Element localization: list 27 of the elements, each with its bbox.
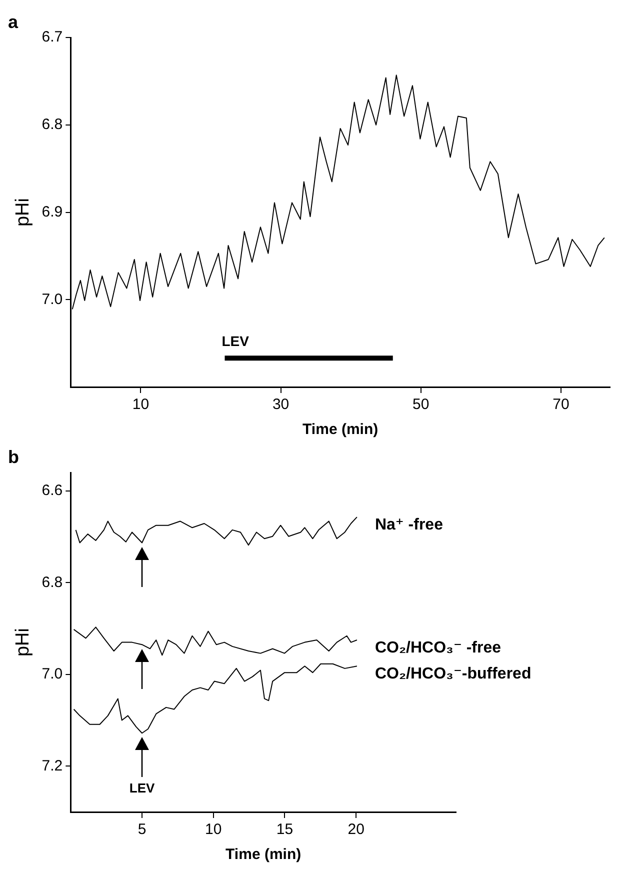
series-label: CO₂/HCO₃⁻ -free — [374, 639, 502, 656]
x-tick-label: 5 — [138, 821, 146, 838]
y-tick-label: 6.8 — [42, 116, 63, 134]
annotation: LEV — [129, 780, 155, 796]
x-tick-label: 50 — [412, 396, 430, 414]
y-tick-label: 6.7 — [42, 28, 63, 46]
x-tick-label: 10 — [132, 396, 150, 414]
series-label: Na⁺ -free — [374, 516, 444, 534]
y-axis-title: pHi — [12, 628, 34, 657]
y-tick-label: 6.8 — [42, 574, 63, 591]
y-tick-label: 7.0 — [42, 666, 63, 683]
x-axis-title: Time (min) — [226, 846, 302, 864]
y-tick-label: 7.0 — [42, 290, 63, 308]
y-tick-label: 6.6 — [42, 482, 63, 500]
y-axis-title: pHi — [12, 198, 34, 227]
y-tick-label: 7.2 — [42, 757, 63, 774]
annotation: LEV — [222, 333, 250, 350]
chart-title: b — [8, 446, 19, 467]
x-axis-title: Time (min) — [302, 421, 378, 438]
x-tick-label: 10 — [205, 821, 222, 838]
y-tick-label: 6.9 — [42, 203, 63, 220]
x-tick-label: 70 — [552, 396, 570, 414]
chart-title: a — [8, 12, 19, 32]
x-tick-label: 30 — [272, 396, 290, 414]
x-tick-label: 20 — [348, 821, 364, 838]
x-tick-label: 15 — [276, 821, 294, 838]
series-label: CO₂/HCO₃⁻-buffered — [374, 666, 532, 683]
